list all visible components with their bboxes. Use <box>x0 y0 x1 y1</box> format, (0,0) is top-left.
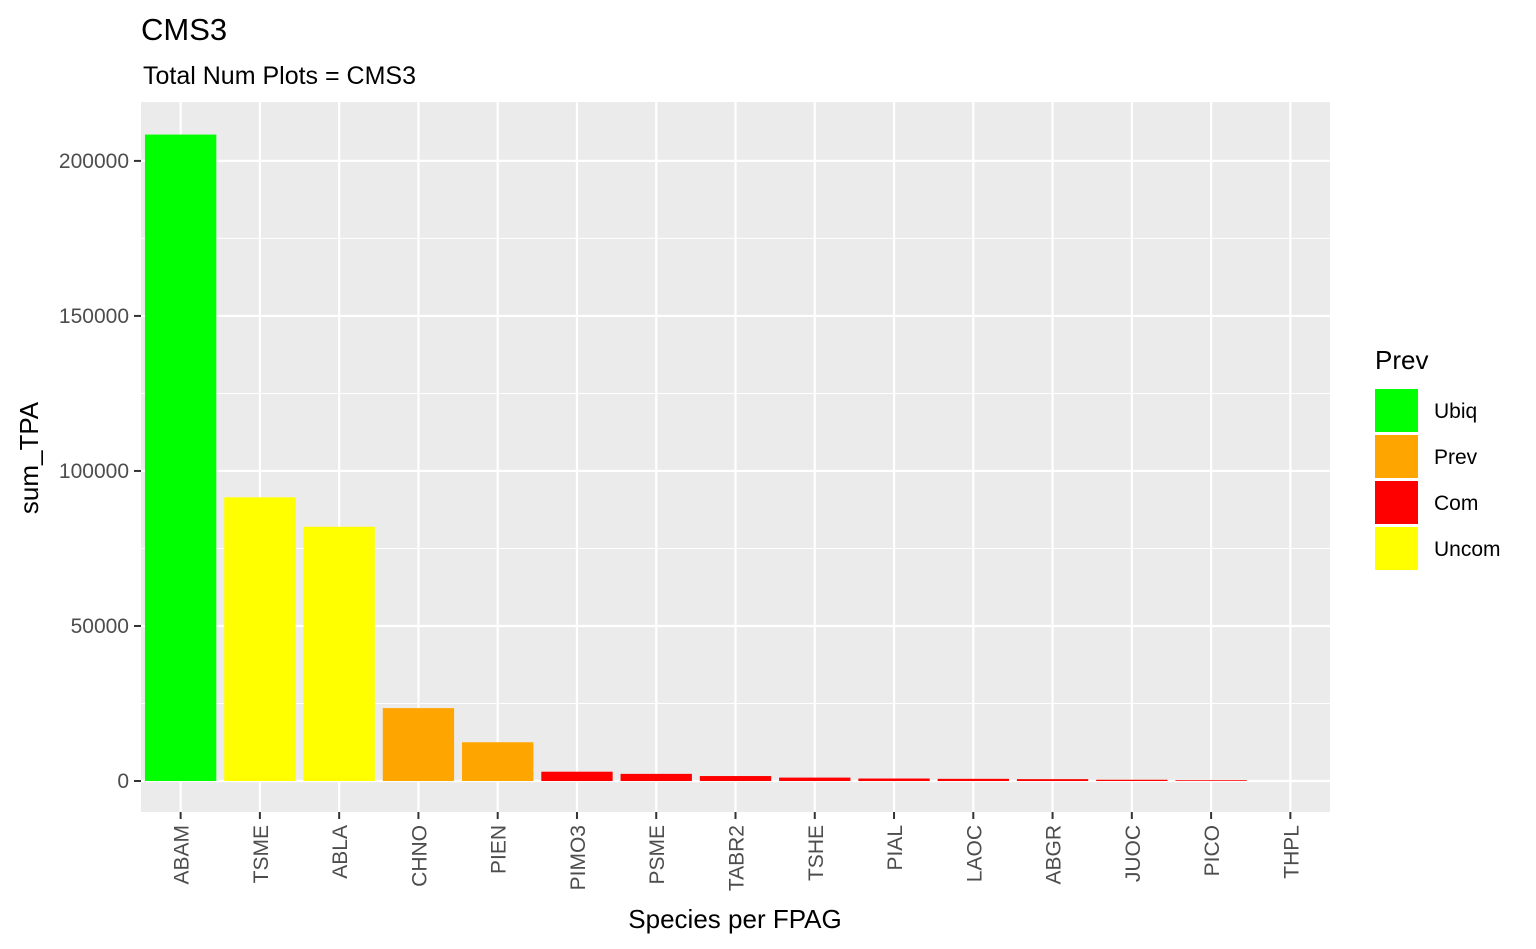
bar-tshe <box>779 777 851 781</box>
bar-pico <box>1175 780 1247 781</box>
y-axis-title: sum_TPA <box>14 401 44 514</box>
bar-abgr <box>1016 779 1089 781</box>
legend-title: Prev <box>1375 345 1428 375</box>
legend-label-uncom: Uncom <box>1434 538 1501 561</box>
x-tick-label: LAOC <box>963 825 986 882</box>
legend-swatch-ubiq <box>1375 389 1418 432</box>
x-tick-label: CHNO <box>408 825 431 887</box>
legend-label-prev: Prev <box>1434 446 1478 469</box>
legend-label-ubiq: Ubiq <box>1434 400 1477 423</box>
y-tick-label: 50000 <box>71 615 129 638</box>
x-tick-label: JUOC <box>1122 825 1145 882</box>
x-tick-label: PIAL <box>884 825 907 871</box>
x-tick-label: PIEN <box>488 825 511 874</box>
legend-label-com: Com <box>1434 492 1478 515</box>
x-tick-label: TABR2 <box>726 825 749 891</box>
x-tick-label: THPL <box>1280 825 1303 879</box>
x-tick-label: PIMO3 <box>567 825 590 890</box>
y-tick-label: 0 <box>117 770 129 793</box>
x-tick-label: PICO <box>1201 825 1224 876</box>
legend-swatch-com <box>1375 481 1418 524</box>
chart-title: CMS3 <box>141 12 227 47</box>
y-tick-label: 200000 <box>59 150 129 173</box>
x-tick-label: ABGR <box>1043 825 1066 885</box>
bar-psme <box>620 773 692 781</box>
x-tick-label: TSHE <box>805 825 828 881</box>
bar-pien <box>462 742 534 781</box>
y-axis: 0 50000 100000 150000 200000 <box>59 150 141 793</box>
bar-abla <box>303 526 375 781</box>
bar-laoc <box>937 778 1009 781</box>
legend: Prev Ubiq Prev Com Uncom <box>1375 345 1501 570</box>
bar-chno <box>382 708 455 781</box>
x-tick-label: ABLA <box>329 825 352 879</box>
bar-juoc <box>1096 779 1168 781</box>
bar-tsme <box>224 497 296 781</box>
y-tick-label: 100000 <box>59 460 129 483</box>
legend-swatch-uncom <box>1375 527 1418 570</box>
x-tick-label: ABAM <box>171 825 194 885</box>
bars <box>144 134 1247 781</box>
x-axis: ABAM TSME ABLA CHNO PIEN PIMO3 PSME TABR2 TSHE PI… <box>171 812 1303 891</box>
legend-swatch-prev <box>1375 435 1418 478</box>
x-tick-label: TSME <box>250 825 273 883</box>
bar-abam <box>144 134 217 781</box>
x-tick-label: PSME <box>646 825 669 885</box>
bar-pimo3 <box>541 771 613 781</box>
bar-pial <box>858 778 930 781</box>
bar-tabr2 <box>699 776 772 781</box>
chart-subtitle: Total Num Plots = CMS3 <box>143 62 416 90</box>
y-tick-label: 150000 <box>59 305 129 328</box>
x-axis-title: Species per FPAG <box>628 904 841 934</box>
